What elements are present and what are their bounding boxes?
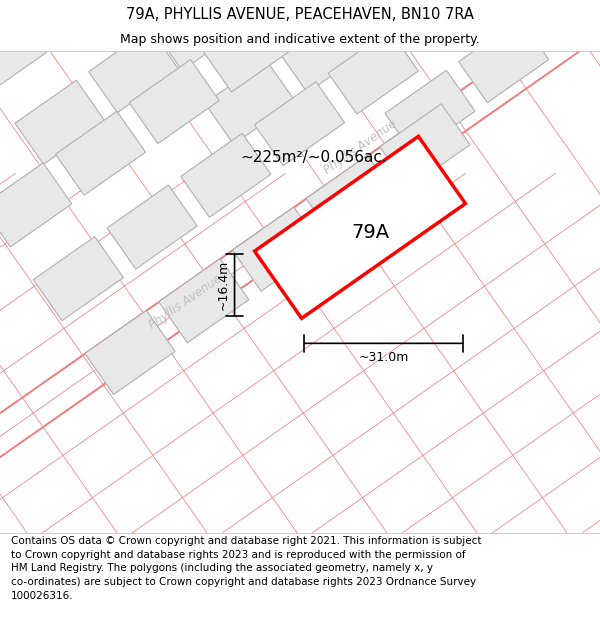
- Text: Phyllis Avenue: Phyllis Avenue: [146, 272, 224, 332]
- Polygon shape: [277, 0, 367, 40]
- Polygon shape: [254, 82, 344, 166]
- Polygon shape: [0, 6, 53, 91]
- Polygon shape: [181, 133, 271, 218]
- Text: ~16.4m: ~16.4m: [217, 259, 230, 310]
- Polygon shape: [328, 30, 418, 114]
- Polygon shape: [129, 59, 219, 144]
- Polygon shape: [37, 0, 127, 39]
- Text: Map shows position and indicative extent of the property.: Map shows position and indicative extent…: [120, 34, 480, 46]
- Polygon shape: [203, 8, 293, 92]
- Polygon shape: [254, 136, 466, 318]
- Polygon shape: [380, 104, 470, 188]
- Polygon shape: [0, 163, 72, 247]
- Polygon shape: [334, 0, 424, 81]
- Polygon shape: [281, 0, 372, 7]
- Text: Contains OS data © Crown copyright and database right 2021. This information is : Contains OS data © Crown copyright and d…: [11, 536, 481, 601]
- Text: 79A: 79A: [351, 223, 389, 242]
- Polygon shape: [352, 0, 443, 41]
- Polygon shape: [34, 237, 124, 321]
- Polygon shape: [407, 0, 497, 29]
- Text: ~225m²/~0.056ac.: ~225m²/~0.056ac.: [240, 150, 387, 165]
- Polygon shape: [0, 0, 2, 17]
- Polygon shape: [15, 80, 105, 164]
- Polygon shape: [278, 9, 369, 92]
- Polygon shape: [385, 70, 475, 154]
- Polygon shape: [205, 60, 295, 144]
- Text: 79A, PHYLLIS AVENUE, PEACEHAVEN, BN10 7RA: 79A, PHYLLIS AVENUE, PEACEHAVEN, BN10 7R…: [126, 7, 474, 22]
- Polygon shape: [232, 207, 323, 291]
- Text: ~31.0m: ~31.0m: [358, 351, 409, 364]
- Polygon shape: [227, 0, 317, 19]
- Polygon shape: [154, 0, 244, 71]
- Polygon shape: [55, 111, 146, 195]
- Polygon shape: [458, 19, 549, 102]
- Polygon shape: [85, 311, 175, 394]
- Text: Phyllis Avenue: Phyllis Avenue: [321, 118, 399, 178]
- Polygon shape: [107, 185, 197, 269]
- Polygon shape: [306, 156, 396, 239]
- Polygon shape: [158, 259, 249, 343]
- Polygon shape: [89, 29, 179, 112]
